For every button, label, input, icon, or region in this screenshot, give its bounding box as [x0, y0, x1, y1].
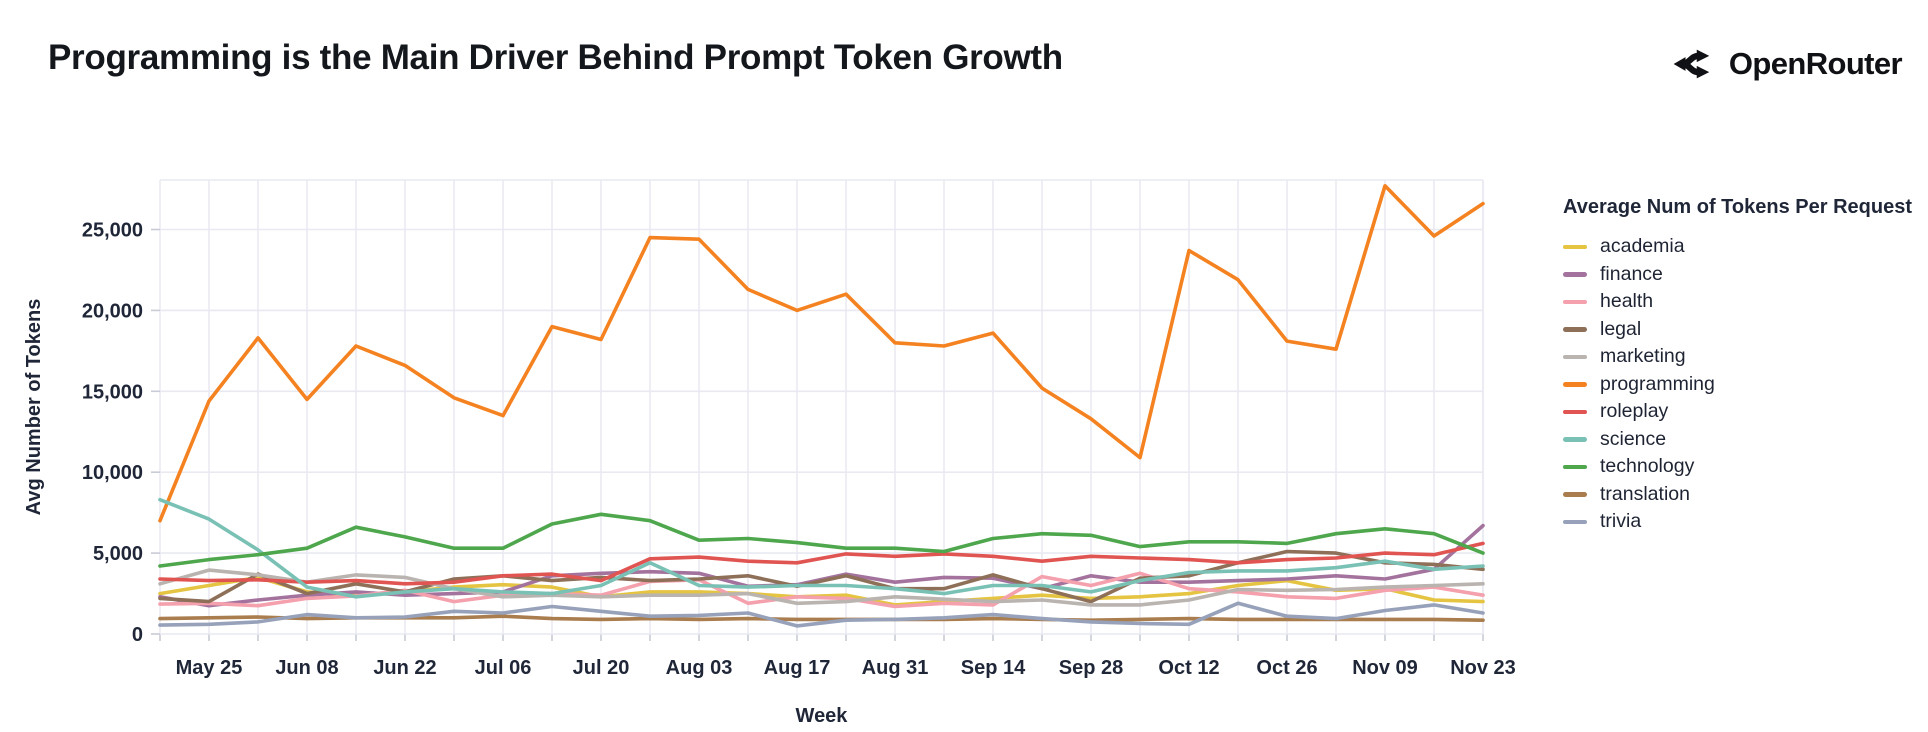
legend-swatch-finance	[1563, 272, 1587, 277]
legend-label: translation	[1600, 482, 1690, 505]
y-tick-label: 5,000	[93, 543, 143, 565]
legend-swatch-translation	[1563, 492, 1587, 497]
x-tick-label: May 25	[176, 657, 243, 679]
x-tick-label: Aug 31	[862, 657, 929, 679]
series-line-roleplay	[158, 541, 1485, 586]
series-line-legal	[158, 549, 1485, 604]
legend-item-legal: legal	[1563, 316, 1913, 344]
legend-item-academia: academia	[1563, 233, 1913, 261]
series-line-trivia	[158, 601, 1485, 628]
legend-item-marketing: marketing	[1563, 343, 1913, 371]
legend-label: science	[1600, 427, 1667, 450]
brand-name: OpenRouter	[1728, 46, 1903, 81]
x-tick-label: Aug 17	[764, 657, 831, 679]
legend-item-programming: programming	[1563, 371, 1913, 399]
openrouter-logo: OpenRouter	[1671, 44, 1903, 84]
legend-swatch-health	[1563, 299, 1587, 304]
legend-item-technology: technology	[1563, 453, 1913, 481]
legend-swatch-technology	[1563, 464, 1587, 469]
series-line-finance	[158, 523, 1485, 608]
x-tick-label: Jun 22	[373, 657, 436, 679]
legend-label: finance	[1600, 262, 1663, 285]
series-line-programming	[158, 184, 1485, 523]
legend-label: roleplay	[1600, 400, 1669, 423]
y-tick-label: 15,000	[82, 381, 143, 403]
x-axis-title: Week	[796, 705, 849, 727]
x-tick-label: Sep 28	[1059, 657, 1123, 679]
y-tick-label: 20,000	[82, 300, 143, 322]
legend-swatch-marketing	[1563, 354, 1587, 359]
legend-item-translation: translation	[1563, 481, 1913, 509]
legend-swatch-legal	[1563, 327, 1587, 332]
legend-title: Average Num of Tokens Per Request	[1563, 196, 1912, 218]
openrouter-logo-icon	[1673, 49, 1710, 79]
legend-label: marketing	[1600, 345, 1686, 368]
series-line-science	[158, 497, 1485, 599]
legend-item-trivia: trivia	[1563, 508, 1913, 536]
legend-label: legal	[1600, 317, 1642, 340]
x-tick-label: Sep 14	[961, 657, 1026, 679]
series-line-marketing	[158, 568, 1485, 607]
x-tick-label: Jun 08	[275, 657, 338, 679]
x-tick-label: Oct 26	[1256, 657, 1317, 679]
y-tick-label: 0	[132, 624, 143, 646]
legend-items: academia finance health legal marketing progr…	[1563, 233, 1913, 536]
chart-legend: Average Num of Tokens Per Request academ…	[1563, 196, 1913, 536]
x-tick-label: Nov 23	[1450, 657, 1516, 679]
legend-item-finance: finance	[1563, 261, 1913, 289]
series-line-technology	[158, 512, 1485, 568]
legend-swatch-roleplay	[1563, 409, 1587, 414]
legend-item-roleplay: roleplay	[1563, 398, 1913, 426]
legend-swatch-science	[1563, 437, 1587, 442]
y-tick-label: 25,000	[82, 220, 143, 242]
x-tick-label: Jul 20	[573, 657, 630, 679]
legend-swatch-trivia	[1563, 519, 1587, 524]
legend-label: technology	[1600, 455, 1695, 478]
page-title: Programming is the Main Driver Behind Pr…	[48, 38, 1063, 77]
x-tick-label: Aug 03	[666, 657, 733, 679]
x-tick-label: Jul 06	[475, 657, 532, 679]
legend-item-health: health	[1563, 288, 1913, 316]
y-tick-label: 10,000	[82, 462, 143, 484]
x-tick-label: Oct 12	[1158, 657, 1219, 679]
y-axis-title: Avg Number of Tokens	[23, 299, 45, 516]
x-tick-label: Nov 09	[1352, 657, 1418, 679]
legend-label: health	[1600, 290, 1654, 313]
legend-swatch-programming	[1563, 382, 1587, 387]
legend-label: programming	[1600, 372, 1715, 395]
legend-item-science: science	[1563, 426, 1913, 454]
legend-label: trivia	[1600, 510, 1642, 533]
legend-label: academia	[1600, 235, 1685, 258]
legend-swatch-academia	[1563, 244, 1587, 249]
